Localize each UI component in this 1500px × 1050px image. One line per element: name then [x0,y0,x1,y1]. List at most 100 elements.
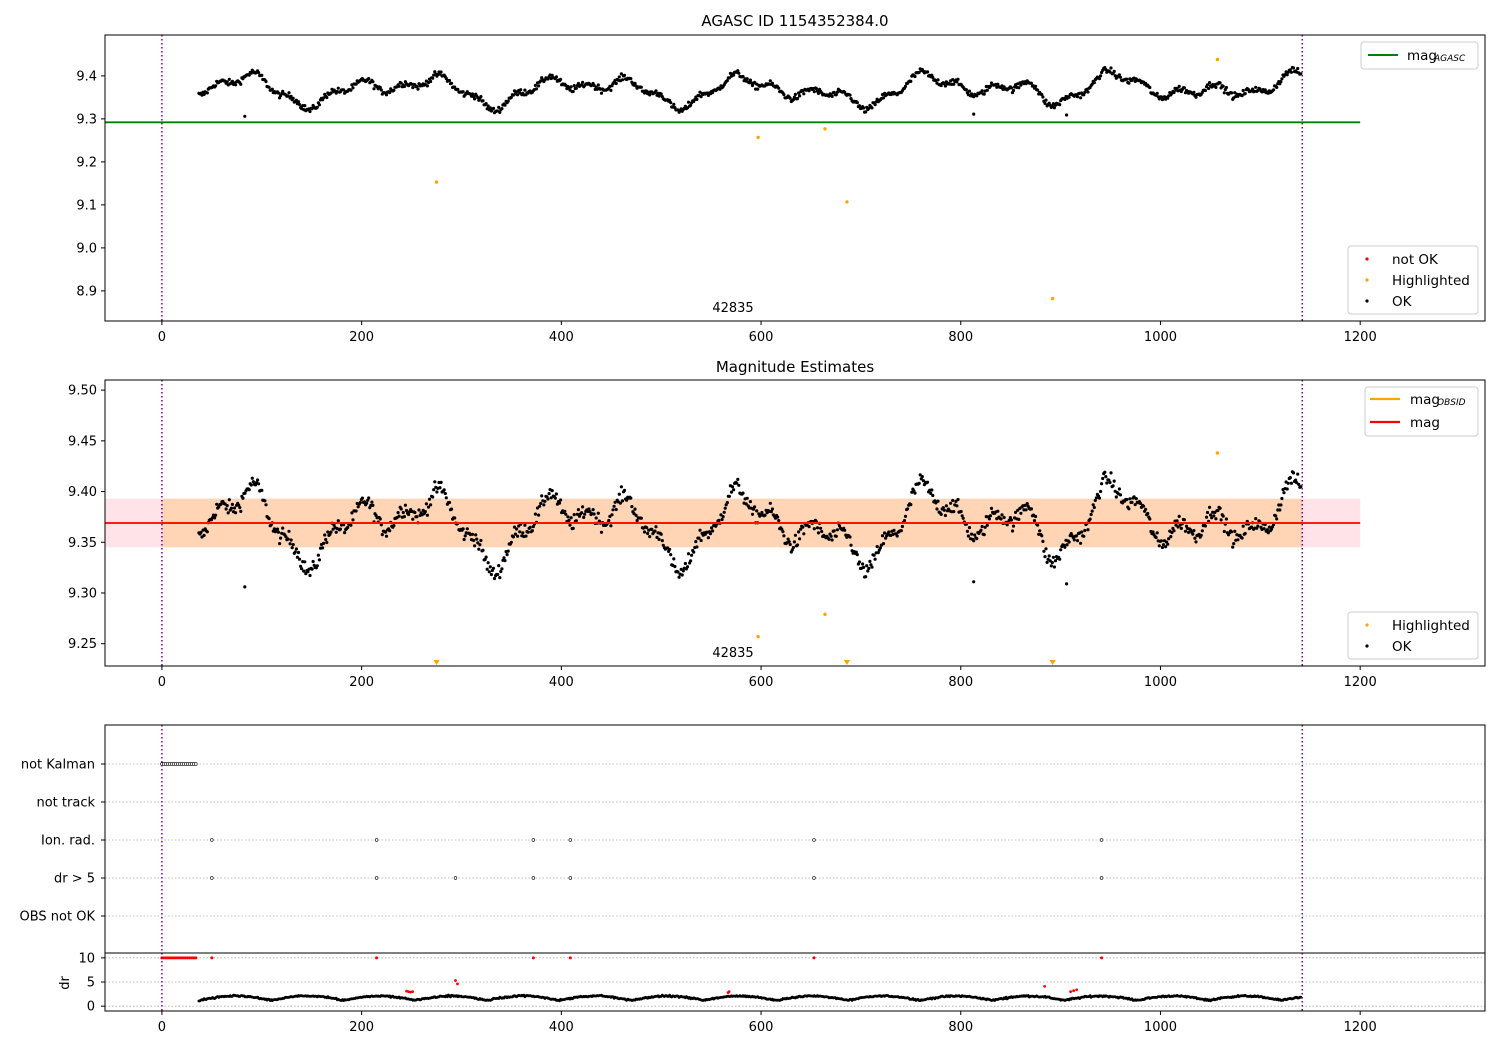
ok-point [571,526,575,531]
ok-point [505,553,509,557]
ok-point [720,517,724,522]
ok-point [1134,497,1138,501]
ok-point [967,89,972,93]
dr-red-point [1075,988,1078,992]
ok-point [1107,478,1111,482]
ok-point [308,573,312,578]
y-tick-label: 9.2 [76,155,97,170]
ok-point [655,535,659,540]
ok-point [1133,503,1137,507]
ok-point [642,530,647,534]
ok-point [484,102,488,106]
ok-point [1157,544,1161,548]
ok-point [509,95,513,99]
ok-point [1017,86,1021,90]
ok-point [699,95,703,99]
ok-point [461,527,465,531]
ok-point [654,525,658,529]
ok-point [1224,517,1228,521]
ok-point [489,572,493,577]
ok-point [867,566,871,571]
ok-point [1231,545,1235,549]
ok-point [1052,106,1056,110]
ok-point [227,498,231,502]
ok-point [1191,532,1195,536]
ok-point [1288,68,1292,72]
ok-point [865,564,869,568]
ok-point [202,533,206,538]
ok-point [575,512,580,516]
ok-point [983,525,987,529]
ok-point [429,503,433,507]
ok-point [952,82,956,86]
ok-point [1019,511,1023,515]
ok-point [1111,484,1115,488]
ok-point [497,564,501,568]
ok-point [617,75,621,79]
ok-point [798,537,802,541]
ok-point [1175,86,1179,90]
ok-point [787,540,791,544]
ok-point [1023,503,1027,507]
x-tick-label: 600 [749,675,774,690]
ok-point [291,543,295,547]
ok-point [1164,545,1168,549]
ok-point [1043,101,1047,105]
ok-point [322,541,326,546]
ok-point [741,74,745,79]
ok-point [461,90,465,94]
ok-point [1232,542,1236,546]
flag-point [210,838,214,842]
ok-point [973,533,977,537]
ok-point [630,505,634,509]
ok-point [559,498,563,502]
ok-point [371,503,375,507]
ok-point [676,570,680,574]
ok-point [657,537,661,542]
ok-point [843,528,847,532]
ok-point [1041,539,1045,544]
ok-point [433,480,437,484]
ok-point [411,86,415,90]
ok-point [883,531,887,535]
ok-point [795,96,800,101]
ok-point [396,510,400,515]
ok-point [1230,91,1234,95]
ok-point [205,91,209,95]
ok-point [1214,85,1218,89]
ok-point [1172,90,1176,95]
ok-point [572,84,576,88]
ok-point [350,511,354,515]
ok-point [594,516,598,520]
ok-point [533,512,538,516]
ok-point [1294,478,1298,482]
ok-point [574,86,578,90]
ok-point [620,499,625,503]
ok-point [1295,481,1299,485]
ok-point [895,534,899,538]
ok-point [432,488,436,492]
ok-point [620,78,625,82]
ok-point [554,75,559,79]
ok-point [659,532,663,536]
ok-point [470,532,475,536]
ok-point [486,104,490,108]
ok-point [513,532,518,536]
ok-point [581,80,585,84]
ok-point [1179,526,1183,531]
ok-point [689,103,693,107]
ok-point [801,525,805,529]
ok-point [1118,75,1123,79]
highlighted-point [1215,451,1220,455]
ok-point [611,508,615,512]
ok-point [645,526,649,530]
ok-point [523,523,527,527]
ok-point [397,84,401,88]
ok-point [550,73,554,77]
ok-point [1114,495,1118,499]
ok-point [415,84,419,89]
ok-point [737,483,741,487]
ok-point [587,507,591,511]
ok-point [1058,557,1062,561]
ok-point [425,84,429,88]
